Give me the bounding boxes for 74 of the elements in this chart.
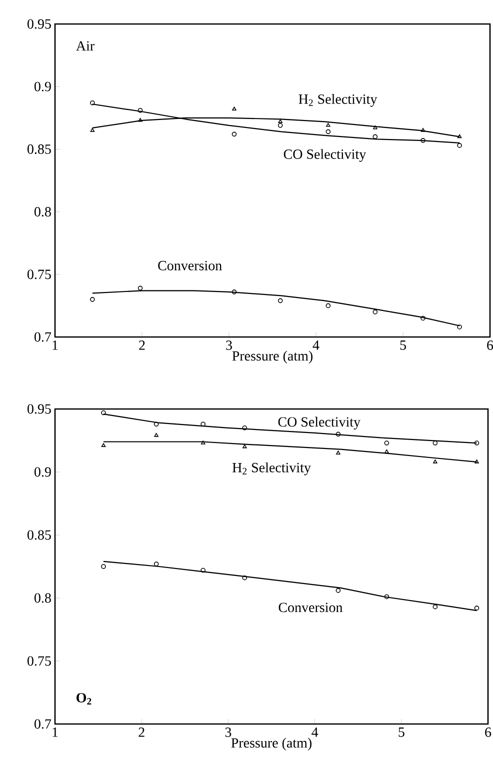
point (420, 316, 426, 321)
point (232, 132, 237, 137)
point (101, 564, 106, 569)
y-tick-label: 0.9 (34, 82, 51, 92)
x-tick-label: 3 (226, 340, 232, 350)
line-series (102, 560, 478, 612)
point (336, 588, 341, 593)
annotation: Air (76, 41, 94, 51)
point (336, 450, 340, 454)
y-tick-label: 0.7 (34, 719, 52, 729)
point (420, 138, 426, 143)
point (278, 123, 283, 128)
annotation: O$_{2}$ (76, 693, 92, 705)
point (278, 298, 283, 304)
point (326, 303, 331, 308)
x-tick-label: 4 (312, 340, 320, 350)
point (138, 286, 143, 291)
series-label: Conversion (158, 260, 222, 270)
point (373, 126, 378, 130)
x-axis-title: Pressure (atm) (231, 738, 312, 750)
x-axis-title: Pressure (atm) (232, 350, 312, 364)
point (200, 568, 206, 573)
point (372, 310, 378, 314)
point (278, 119, 282, 124)
y-tick-label: 0.8 (34, 207, 51, 217)
x-tick-label: 1 (52, 340, 58, 350)
x-tick-label: 6 (485, 728, 492, 737)
point (232, 290, 237, 294)
series-label: CO Selectivity (284, 149, 366, 162)
point (420, 128, 426, 132)
series-label: H$_{2}$ Selectivity (232, 462, 311, 476)
series-label: Conversion (278, 602, 343, 612)
point (200, 440, 206, 444)
point (432, 440, 438, 446)
y-tick-label: 0.85 (28, 144, 51, 154)
y-tick-label: 0.8 (34, 593, 51, 603)
y-tick-label: 0.85 (28, 530, 51, 540)
x-tick-label: 3 (225, 728, 232, 737)
point (432, 604, 438, 610)
point (154, 433, 158, 437)
x-tick-label: 5 (398, 728, 404, 737)
point (433, 460, 438, 464)
point (232, 106, 236, 111)
y-tick-label: 0.95 (28, 19, 51, 29)
point (154, 422, 159, 427)
x-tick-label: 2 (138, 728, 144, 737)
point (138, 108, 143, 113)
point (372, 134, 378, 140)
point (242, 426, 248, 430)
y-tick-label: 0.75 (28, 656, 51, 666)
point (474, 606, 480, 610)
point (384, 594, 390, 600)
x-tick-label: 1 (52, 728, 58, 737)
point (138, 118, 142, 122)
y-tick-label: 0.95 (28, 404, 51, 414)
x-tick-label: 5 (400, 340, 406, 350)
x-tick-label: 2 (139, 340, 145, 350)
point (242, 575, 248, 580)
point (326, 123, 330, 127)
point (336, 432, 341, 437)
y-tick-label: 0.7 (34, 332, 52, 342)
point (154, 562, 159, 566)
point (90, 297, 95, 302)
point (457, 143, 462, 148)
y-tick-label: 0.75 (28, 270, 51, 280)
point (384, 440, 390, 446)
series-label: CO Selectivity (278, 416, 360, 430)
point (242, 444, 247, 448)
point (326, 129, 331, 134)
x-tick-label: 6 (487, 340, 493, 350)
point (384, 449, 389, 454)
x-tick-label: 4 (312, 728, 318, 737)
y-tick-label: 0.9 (34, 467, 51, 477)
series-label: H$_{2}$ Selectivity (298, 94, 378, 107)
